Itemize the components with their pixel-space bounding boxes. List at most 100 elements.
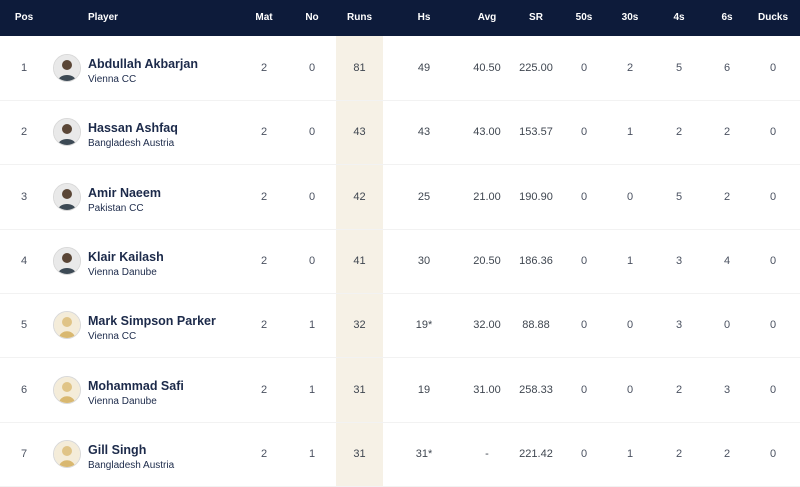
fifties-cell: 0: [580, 254, 588, 267]
header-player[interactable]: Player: [88, 12, 119, 23]
thirties-cell: 1: [626, 447, 634, 460]
ducks-cell: 0: [769, 62, 777, 74]
player-name[interactable]: Gill Singh: [88, 442, 147, 457]
sixes-cell: 6: [723, 62, 731, 74]
hs-cell: 25: [417, 190, 431, 203]
table-row[interactable]: 5 Mark Simpson Parker Vienna CC 2 1 32 1…: [0, 293, 800, 359]
mat-cell: 2: [260, 254, 268, 267]
player-photo-icon: [54, 247, 80, 274]
player-name[interactable]: Hassan Ashfaq: [88, 121, 178, 136]
header-mat[interactable]: Mat: [255, 12, 273, 23]
header-50s[interactable]: 50s: [575, 12, 593, 23]
fifties-cell: 0: [580, 190, 588, 203]
mat-cell: 2: [260, 126, 268, 139]
player-avatar[interactable]: [53, 118, 81, 147]
table-row[interactable]: 3 Amir Naeem Pakistan CC 2 0 42 25 21.00…: [0, 165, 800, 230]
runs-column-highlight: [336, 36, 383, 486]
sr-cell: 225.00: [519, 62, 553, 74]
header-4s[interactable]: 4s: [673, 12, 685, 23]
ducks-cell: 0: [769, 190, 777, 203]
ducks-cell: 0: [769, 383, 777, 396]
player-name[interactable]: Klair Kailash: [88, 249, 164, 264]
player-avatar[interactable]: [53, 375, 81, 404]
avg-cell: 43.00: [473, 126, 501, 139]
mat-cell: 2: [260, 62, 268, 74]
table-row[interactable]: 7 Gill Singh Bangladesh Austria 2 1 31 3…: [0, 422, 800, 487]
pos-cell: 2: [20, 126, 28, 139]
header-runs[interactable]: Runs: [347, 12, 372, 23]
player-name[interactable]: Mohammad Safi: [88, 378, 184, 393]
no-cell: 0: [308, 254, 316, 267]
fours-cell: 3: [675, 254, 683, 267]
no-cell: 1: [308, 447, 316, 460]
sr-cell: 221.42: [519, 447, 553, 460]
player-photo-icon: [54, 55, 80, 81]
header-30s[interactable]: 30s: [621, 12, 639, 23]
header-hs[interactable]: Hs: [417, 12, 431, 23]
thirties-cell: 1: [626, 126, 634, 139]
sixes-cell: 3: [723, 383, 731, 396]
no-cell: 1: [308, 383, 316, 396]
pos-cell: 3: [20, 190, 28, 203]
player-team: Bangladesh Austria: [88, 138, 175, 150]
pos-cell: 6: [20, 383, 28, 396]
runs-cell: 42: [353, 190, 366, 203]
header-6s[interactable]: 6s: [721, 12, 733, 23]
mat-cell: 2: [260, 383, 268, 396]
ducks-cell: 0: [769, 126, 777, 139]
pos-cell: 7: [20, 447, 28, 460]
player-avatar[interactable]: [53, 439, 81, 468]
placeholder-avatar-icon: [54, 376, 80, 403]
thirties-cell: 0: [626, 383, 634, 396]
mat-cell: 2: [260, 319, 268, 332]
runs-cell: 81: [353, 62, 366, 74]
player-team: Vienna CC: [88, 331, 137, 343]
player-photo-icon: [54, 183, 80, 210]
fours-cell: 5: [675, 190, 683, 203]
thirties-cell: 2: [626, 62, 634, 74]
placeholder-avatar-icon: [54, 312, 80, 339]
ducks-cell: 0: [769, 447, 777, 460]
pos-cell: 1: [20, 62, 28, 74]
fours-cell: 2: [675, 126, 683, 139]
table-row[interactable]: 1 Abdullah Akbarjan Vienna CC 2 0 81 49 …: [0, 36, 800, 101]
pos-cell: 4: [20, 254, 28, 267]
sr-cell: 153.57: [519, 126, 553, 139]
player-team: Vienna Danube: [88, 266, 157, 278]
player-name[interactable]: Abdullah Akbarjan: [88, 57, 198, 71]
hs-cell: 43: [417, 126, 431, 139]
avg-cell: 21.00: [473, 190, 501, 203]
header-ducks[interactable]: Ducks: [757, 12, 788, 23]
table-row[interactable]: 4 Klair Kailash Vienna Danube 2 0 41 30 …: [0, 229, 800, 294]
fifties-cell: 0: [580, 447, 588, 460]
sr-cell: 190.90: [519, 190, 553, 203]
header-pos[interactable]: Pos: [14, 12, 34, 23]
player-name[interactable]: Mark Simpson Parker: [88, 314, 216, 329]
player-name[interactable]: Amir Naeem: [88, 185, 161, 200]
player-avatar[interactable]: [53, 54, 81, 82]
player-avatar[interactable]: [53, 182, 81, 211]
sr-cell: 258.33: [519, 383, 553, 396]
sixes-cell: 2: [723, 190, 731, 203]
sr-cell: 186.36: [519, 254, 553, 267]
hs-cell: 19: [417, 383, 431, 396]
hs-cell: 19*: [415, 319, 433, 332]
no-cell: 0: [308, 126, 316, 139]
sr-cell: 88.88: [522, 319, 550, 332]
ducks-cell: 0: [769, 319, 777, 332]
sixes-cell: 2: [723, 126, 731, 139]
player-photo-icon: [54, 119, 80, 146]
header-avg[interactable]: Avg: [477, 12, 497, 23]
header-no[interactable]: No: [305, 12, 319, 23]
fours-cell: 2: [675, 447, 683, 460]
header-sr[interactable]: SR: [529, 12, 543, 23]
player-team: Vienna Danube: [88, 395, 157, 407]
runs-cell: 32: [353, 319, 366, 332]
table-row[interactable]: 6 Mohammad Safi Vienna Danube 2 1 31 19 …: [0, 358, 800, 423]
runs-cell: 31: [353, 447, 366, 460]
table-row[interactable]: 2 Hassan Ashfaq Bangladesh Austria 2 0 4…: [0, 100, 800, 166]
player-avatar[interactable]: [53, 311, 81, 340]
player-avatar[interactable]: [53, 246, 81, 275]
hs-cell: 30: [417, 254, 431, 267]
placeholder-avatar-icon: [54, 440, 80, 467]
